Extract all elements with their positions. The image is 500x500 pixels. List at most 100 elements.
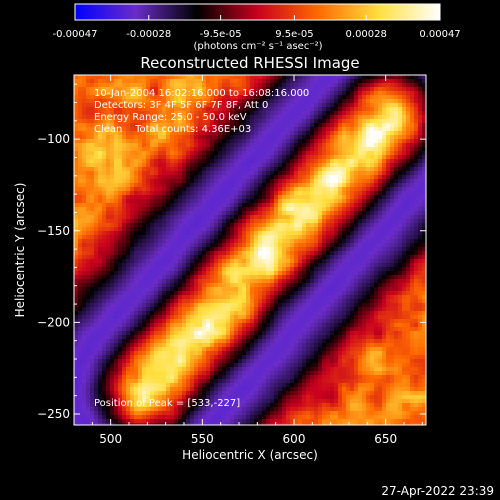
- heatmap-cell: [114, 383, 119, 388]
- heatmap-cell: [74, 187, 79, 192]
- heatmap-cell: [262, 319, 267, 324]
- heatmap-cell: [254, 183, 259, 188]
- heatmap-cell: [214, 79, 219, 84]
- heatmap-cell: [122, 411, 127, 416]
- heatmap-cell: [86, 139, 91, 144]
- heatmap-cell: [254, 91, 259, 96]
- heatmap-cell: [262, 211, 267, 216]
- heatmap-cell: [110, 115, 115, 120]
- heatmap-cell: [98, 407, 103, 412]
- heatmap-cell: [86, 275, 91, 280]
- heatmap-cell: [118, 411, 123, 416]
- heatmap-cell: [254, 75, 259, 80]
- heatmap-cell: [262, 163, 267, 168]
- heatmap-cell: [210, 123, 215, 128]
- heatmap-cell: [286, 79, 291, 84]
- heatmap-cell: [82, 203, 87, 208]
- heatmap-cell: [258, 419, 263, 424]
- heatmap-cell: [238, 355, 243, 360]
- heatmap-cell: [74, 407, 79, 412]
- heatmap-cell: [154, 339, 159, 344]
- heatmap-cell: [266, 311, 271, 316]
- heatmap-cell: [110, 95, 115, 100]
- heatmap-cell: [194, 355, 199, 360]
- heatmap-cell: [174, 343, 179, 348]
- heatmap-cell: [242, 299, 247, 304]
- heatmap-cell: [238, 343, 243, 348]
- heatmap-cell: [274, 91, 279, 96]
- heatmap-cell: [74, 307, 79, 312]
- heatmap-cell: [242, 191, 247, 196]
- heatmap-cell: [286, 351, 291, 356]
- heatmap-cell: [74, 123, 79, 128]
- heatmap-cell: [138, 323, 143, 328]
- heatmap-cell: [246, 343, 251, 348]
- heatmap-cell: [162, 187, 167, 192]
- heatmap-cell: [274, 247, 279, 252]
- heatmap-cell: [122, 239, 127, 244]
- heatmap-cell: [146, 195, 151, 200]
- heatmap-cell: [190, 119, 195, 124]
- heatmap-cell: [182, 271, 187, 276]
- heatmap-cell: [226, 423, 231, 425]
- heatmap-cell: [82, 239, 87, 244]
- heatmap-cell: [142, 107, 147, 112]
- heatmap-cell: [234, 395, 239, 400]
- heatmap-cell: [186, 419, 191, 424]
- heatmap-cell: [154, 399, 159, 404]
- heatmap-cell: [226, 163, 231, 168]
- heatmap-cell: [86, 331, 91, 336]
- heatmap-cell: [206, 227, 211, 232]
- heatmap-cell: [226, 175, 231, 180]
- heatmap-cell: [262, 83, 267, 88]
- heatmap-cell: [174, 219, 179, 224]
- heatmap-cell: [270, 263, 275, 268]
- heatmap-cell: [86, 343, 91, 348]
- heatmap-cell: [278, 371, 283, 376]
- heatmap-cell: [274, 243, 279, 248]
- heatmap-cell: [226, 299, 231, 304]
- heatmap-cell: [222, 303, 227, 308]
- heatmap-cell: [210, 303, 215, 308]
- heatmap-cell: [82, 275, 87, 280]
- heatmap-cell: [218, 119, 223, 124]
- heatmap-cell: [234, 407, 239, 412]
- heatmap-cell: [126, 155, 131, 160]
- heatmap-cell: [170, 343, 175, 348]
- heatmap-cell: [246, 187, 251, 192]
- heatmap-cell: [126, 271, 131, 276]
- heatmap-cell: [138, 299, 143, 304]
- heatmap-cell: [162, 399, 167, 404]
- heatmap-cell: [78, 315, 83, 320]
- heatmap-cell: [142, 151, 147, 156]
- heatmap-cell: [94, 319, 99, 324]
- heatmap-cell: [90, 115, 95, 120]
- heatmap-cell: [158, 423, 163, 425]
- heatmap-cell: [206, 243, 211, 248]
- heatmap-cell: [146, 247, 151, 252]
- heatmap-cell: [122, 263, 127, 268]
- heatmap-cell: [154, 131, 159, 136]
- heatmap-cell: [286, 107, 291, 112]
- heatmap-cell: [98, 323, 103, 328]
- heatmap-cell: [270, 295, 275, 300]
- heatmap-cell: [290, 99, 295, 104]
- heatmap-cell: [218, 359, 223, 364]
- heatmap-cell: [134, 183, 139, 188]
- heatmap-cell: [98, 415, 103, 420]
- heatmap-cell: [106, 135, 111, 140]
- heatmap-cell: [186, 347, 191, 352]
- heatmap-cell: [214, 251, 219, 256]
- heatmap-cell: [170, 251, 175, 256]
- heatmap-cell: [98, 387, 103, 392]
- heatmap-cell: [234, 259, 239, 264]
- heatmap-cell: [202, 319, 207, 324]
- heatmap-cell: [146, 127, 151, 132]
- heatmap-cell: [254, 147, 259, 152]
- heatmap-cell: [114, 419, 119, 424]
- heatmap-cell: [194, 287, 199, 292]
- heatmap-cell: [86, 159, 91, 164]
- heatmap-cell: [170, 227, 175, 232]
- heatmap-cell: [118, 207, 123, 212]
- heatmap-cell: [274, 359, 279, 364]
